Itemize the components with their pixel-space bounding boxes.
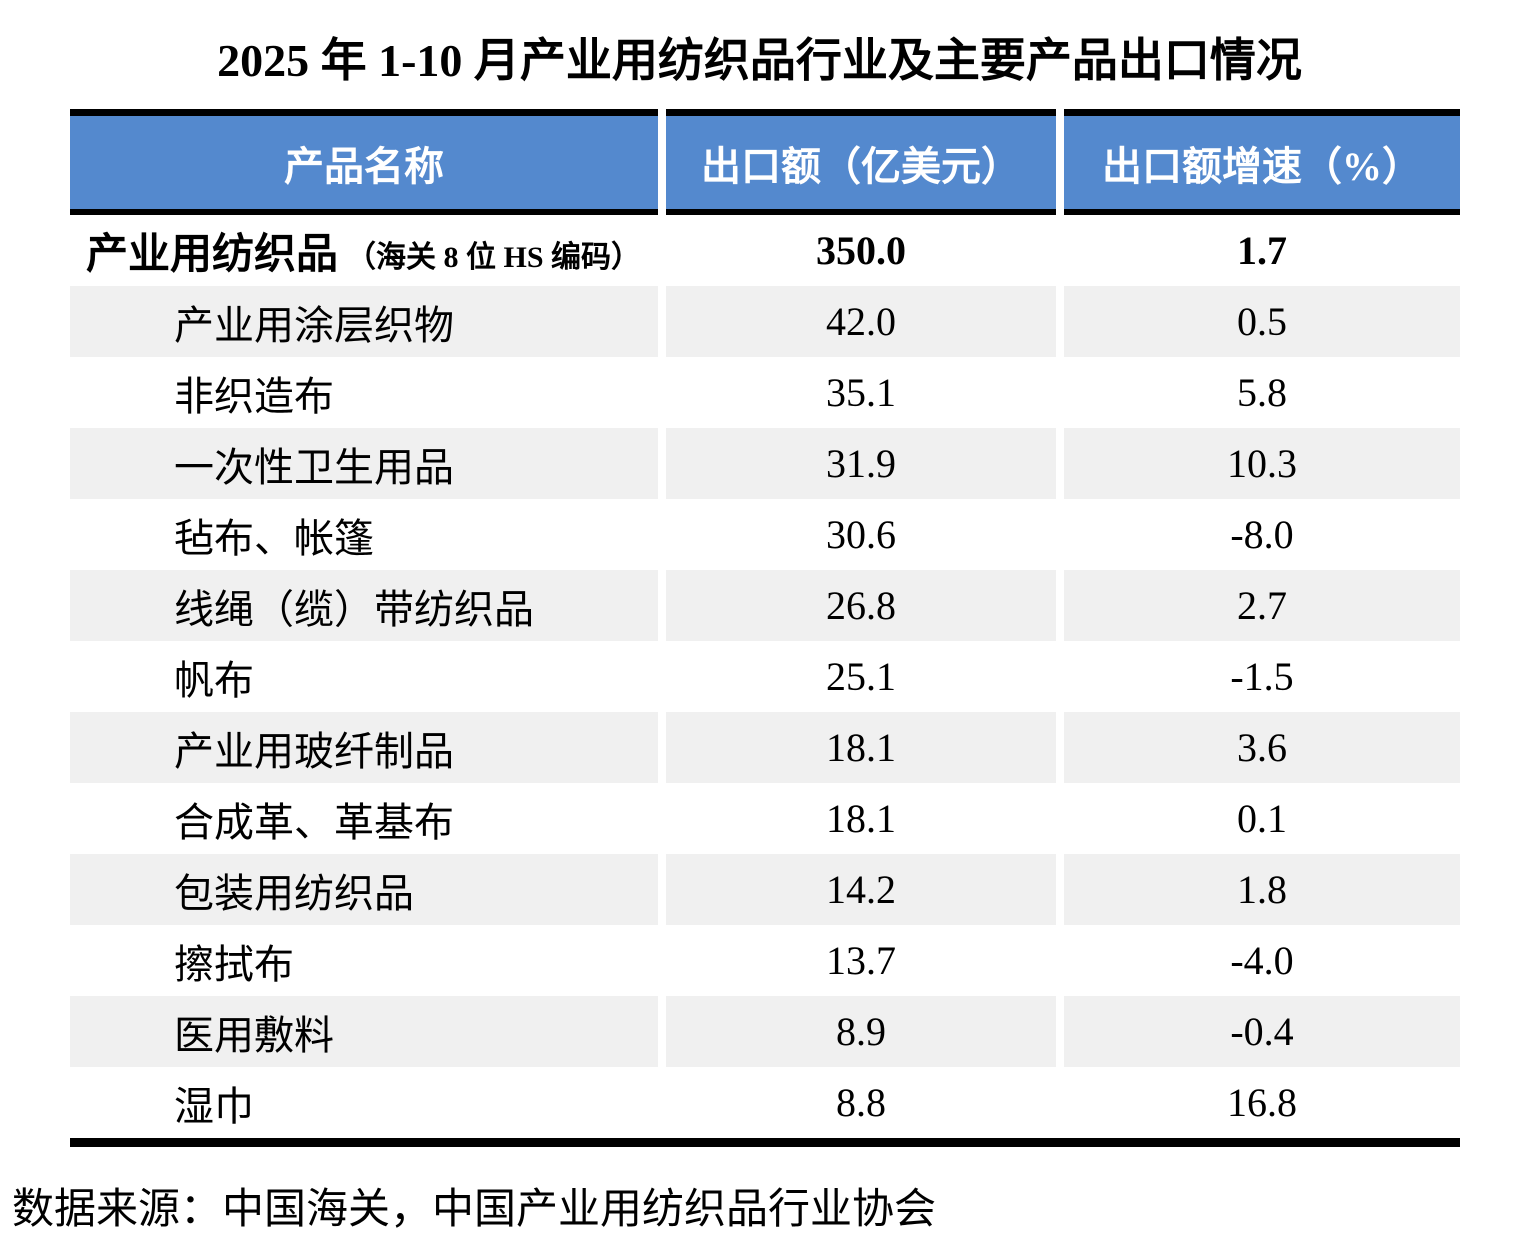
header-divider [70, 209, 1460, 215]
table-header-row: 产品名称 出口额（亿美元） 出口额增速（%） [70, 116, 1460, 209]
total-product-name-cell: 产业用纺织品 （海关 8 位 HS 编码） [70, 215, 658, 286]
export-value-cell: 30.6 [666, 499, 1056, 570]
product-name-cell: 合成革、革基布 [70, 783, 658, 854]
growth-value-cell: -1.5 [1064, 641, 1460, 712]
total-product-name: 产业用纺织品 [86, 232, 339, 278]
growth-value-cell: -4.0 [1064, 925, 1460, 996]
table-row: 产业用玻纤制品 18.1 3.6 [70, 712, 1460, 783]
export-table: 产品名称 出口额（亿美元） 出口额增速（%） 产业用纺织品 （海关 8 位 HS… [70, 109, 1460, 1147]
export-value-cell: 18.1 [666, 712, 1056, 783]
export-value-cell: 13.7 [666, 925, 1056, 996]
total-export-value: 350.0 [666, 215, 1056, 286]
export-value-cell: 8.9 [666, 996, 1056, 1067]
table-top-border [70, 109, 1460, 116]
table-row: 擦拭布 13.7 -4.0 [70, 925, 1460, 996]
top-border-segment [1064, 109, 1460, 116]
header-divider-segment [666, 209, 1056, 215]
table-row: 包装用纺织品 14.2 1.8 [70, 854, 1460, 925]
total-growth-value: 1.7 [1064, 215, 1460, 286]
table-row: 一次性卫生用品 31.9 10.3 [70, 428, 1460, 499]
product-name-cell: 擦拭布 [70, 925, 658, 996]
top-border-segment [70, 109, 658, 116]
product-name-cell: 帆布 [70, 641, 658, 712]
product-name-cell: 包装用纺织品 [70, 854, 658, 925]
product-name-cell: 产业用玻纤制品 [70, 712, 658, 783]
header-cell-growth: 出口额增速（%） [1064, 116, 1460, 209]
table-row: 帆布 25.1 -1.5 [70, 641, 1460, 712]
table-row: 合成革、革基布 18.1 0.1 [70, 783, 1460, 854]
table-row: 湿巾 8.8 16.8 [70, 1067, 1460, 1138]
table-row: 毡布、帐篷 30.6 -8.0 [70, 499, 1460, 570]
growth-value-cell: 10.3 [1064, 428, 1460, 499]
export-value-cell: 31.9 [666, 428, 1056, 499]
growth-value-cell: 2.7 [1064, 570, 1460, 641]
growth-value-cell: 5.8 [1064, 357, 1460, 428]
table-row: 非织造布 35.1 5.8 [70, 357, 1460, 428]
growth-value-cell: 0.5 [1064, 286, 1460, 357]
top-border-segment [666, 109, 1056, 116]
header-cell-product-name: 产品名称 [70, 116, 658, 209]
export-value-cell: 42.0 [666, 286, 1056, 357]
growth-value-cell: -8.0 [1064, 499, 1460, 570]
product-name-cell: 产业用涂层织物 [70, 286, 658, 357]
header-divider-segment [70, 209, 658, 215]
export-value-cell: 14.2 [666, 854, 1056, 925]
product-name-cell: 非织造布 [70, 357, 658, 428]
growth-value-cell: 1.8 [1064, 854, 1460, 925]
header-cell-export-value: 出口额（亿美元） [666, 116, 1056, 209]
page-title: 2025 年 1-10 月产业用纺织品行业及主要产品出口情况 [217, 35, 1302, 86]
table-row: 产业用涂层织物 42.0 0.5 [70, 286, 1460, 357]
product-name-cell: 湿巾 [70, 1067, 658, 1138]
data-source: 数据来源：中国海关，中国产业用纺织品行业协会 [12, 1187, 937, 1233]
export-value-cell: 18.1 [666, 783, 1056, 854]
table-row: 线绳（缆）带纺织品 26.8 2.7 [70, 570, 1460, 641]
table-body: 产业用涂层织物 42.0 0.5 非织造布 35.1 5.8 一次性卫生用品 3… [70, 286, 1460, 1138]
table-row: 医用敷料 8.9 -0.4 [70, 996, 1460, 1067]
growth-value-cell: 3.6 [1064, 712, 1460, 783]
growth-value-cell: 16.8 [1064, 1067, 1460, 1138]
page: 2025 年 1-10 月产业用纺织品行业及主要产品出口情况 产品名称 出口额（… [0, 30, 1519, 1241]
growth-value-cell: 0.1 [1064, 783, 1460, 854]
total-product-note: （海关 8 位 HS 编码） [346, 240, 642, 274]
product-name-cell: 一次性卫生用品 [70, 428, 658, 499]
export-value-cell: 25.1 [666, 641, 1056, 712]
product-name-cell: 医用敷料 [70, 996, 658, 1067]
header-divider-segment [1064, 209, 1460, 215]
table-bottom-border [70, 1138, 1460, 1147]
product-name-cell: 线绳（缆）带纺织品 [70, 570, 658, 641]
export-value-cell: 26.8 [666, 570, 1056, 641]
export-value-cell: 8.8 [666, 1067, 1056, 1138]
export-value-cell: 35.1 [666, 357, 1056, 428]
table-row-total: 产业用纺织品 （海关 8 位 HS 编码） 350.0 1.7 [70, 215, 1460, 286]
product-name-cell: 毡布、帐篷 [70, 499, 658, 570]
growth-value-cell: -0.4 [1064, 996, 1460, 1067]
